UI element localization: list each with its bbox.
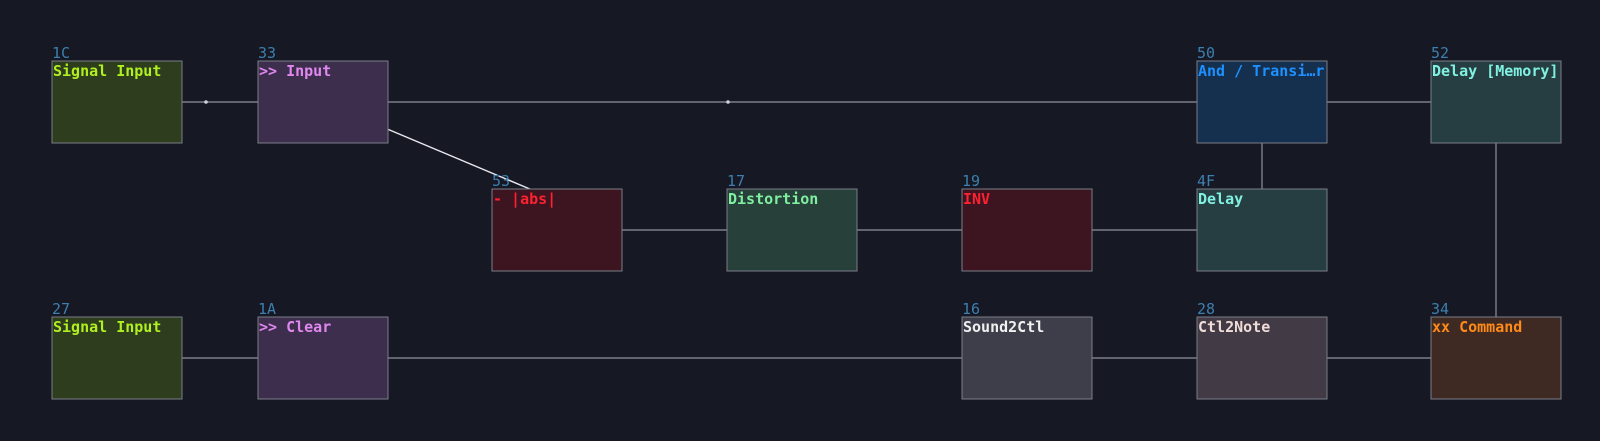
node-box[interactable]: [51, 60, 183, 144]
node-id-label: 16: [962, 300, 980, 318]
node-box[interactable]: [1430, 316, 1562, 400]
wire-junction-dot: [726, 100, 730, 104]
node-id-label: 50: [1197, 44, 1215, 62]
node-box[interactable]: [961, 316, 1093, 400]
wire-junction-dot: [204, 100, 208, 104]
node-id-label: 19: [962, 172, 980, 190]
node-title: >> Input: [259, 62, 331, 80]
node-box[interactable]: [1196, 316, 1328, 400]
node-33[interactable]: 33>> Input: [257, 44, 389, 144]
node-title: Delay [Memory]: [1432, 62, 1558, 80]
node-id-label: 27: [52, 300, 70, 318]
node-id-label: 4F: [1197, 172, 1215, 190]
node-box[interactable]: [726, 188, 858, 272]
node-title: >> Clear: [259, 318, 331, 336]
node-box[interactable]: [1196, 60, 1328, 144]
node-box[interactable]: [961, 188, 1093, 272]
node-title: Signal Input: [53, 62, 161, 80]
node-1a[interactable]: 1A>> Clear: [257, 300, 389, 400]
node-box[interactable]: [1196, 188, 1328, 272]
node-title: Ctl2Note: [1198, 318, 1270, 336]
node-id-label: 28: [1197, 300, 1215, 318]
node-title: xx Command: [1432, 318, 1522, 336]
node-box[interactable]: [491, 188, 623, 272]
node-title: - |abs|: [493, 190, 556, 209]
node-53[interactable]: 53- |abs|: [491, 172, 623, 272]
node-title: INV: [963, 190, 990, 208]
node-id-label: 33: [258, 44, 276, 62]
node-title: Distortion: [728, 190, 818, 208]
node-box[interactable]: [51, 316, 183, 400]
node-id-label: 52: [1431, 44, 1449, 62]
node-id-label: 1A: [258, 300, 276, 318]
node-title: Sound2Ctl: [963, 318, 1044, 336]
node-box[interactable]: [257, 316, 389, 400]
node-box[interactable]: [1430, 60, 1562, 144]
node-id-label: 34: [1431, 300, 1449, 318]
node-id-label: 17: [727, 172, 745, 190]
node-box[interactable]: [257, 60, 389, 144]
node-title: Signal Input: [53, 318, 161, 336]
node-id-label: 1C: [52, 44, 70, 62]
node-title: Delay: [1198, 190, 1243, 208]
node-id-label: 53: [492, 172, 510, 190]
node-title: And / Transi…r: [1198, 62, 1324, 80]
